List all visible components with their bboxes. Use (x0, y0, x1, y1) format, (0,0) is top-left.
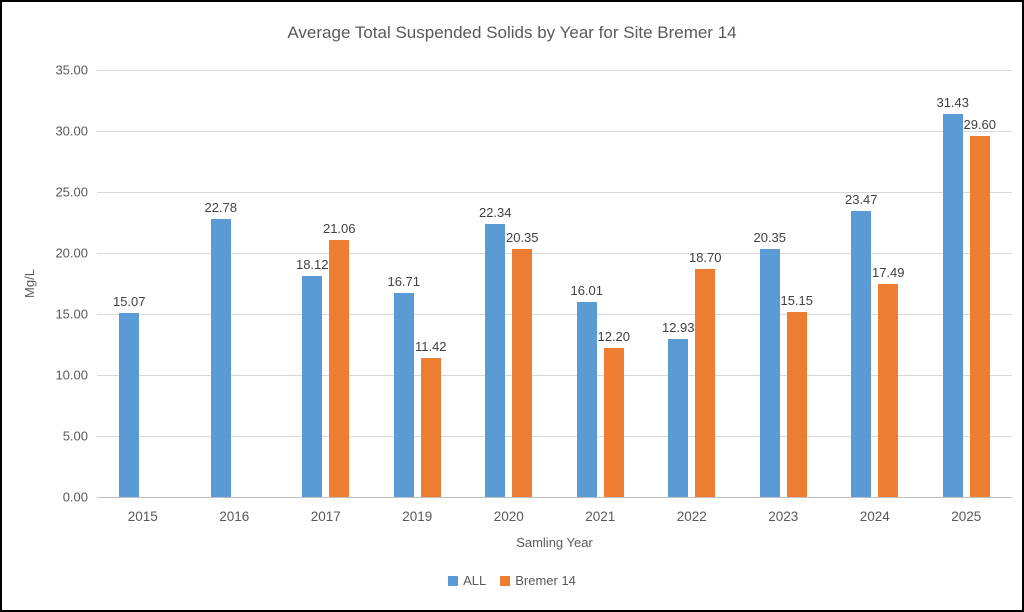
bar-group-2022: 12.93 18.70 (646, 70, 738, 497)
chart-title: Average Total Suspended Solids by Year f… (287, 23, 737, 42)
data-label: 15.15 (780, 293, 814, 309)
bar-all-2024: 23.47 (845, 192, 878, 497)
data-label: 12.93 (661, 320, 695, 336)
y-tick-label: 5.00 (62, 428, 88, 444)
data-label: 20.35 (505, 229, 539, 245)
bar-all-2017: 18.12 (296, 257, 329, 497)
y-tick-label: 35.00 (55, 62, 88, 78)
x-tick-2024: 2024 (859, 509, 890, 524)
bar-all-2025: 31.43 (936, 95, 969, 497)
bar-bremer-14-2023: 15.15 (780, 293, 813, 497)
x-axis-title: Samling Year (516, 535, 593, 550)
x-tick-2023: 2023 (768, 509, 799, 524)
bar-all-2016: 22.78 (204, 200, 237, 497)
x-tick-2021: 2021 (585, 509, 616, 524)
x-tick-2022: 2022 (676, 509, 707, 524)
y-tick-label: 20.00 (55, 245, 88, 261)
data-label: 18.12 (295, 256, 329, 272)
legend: ALL Bremer 14 (2, 573, 1022, 588)
x-tick-2017: 2017 (310, 509, 341, 524)
bar-group-2017: 18.12 21.06 (280, 70, 372, 497)
bar-all-2020: 22.34 (479, 205, 512, 497)
legend-swatch-icon (500, 575, 511, 586)
data-label: 17.49 (871, 264, 905, 280)
data-label: 12.20 (597, 329, 631, 345)
legend-label: Bremer 14 (515, 573, 576, 588)
bar-group-2021: 16.01 12.20 (555, 70, 647, 497)
bar-bremer-14-2024: 17.49 (872, 265, 905, 497)
x-tick-2020: 2020 (493, 509, 524, 524)
data-label: 22.34 (478, 205, 512, 221)
bar-group-2020: 22.34 20.35 (463, 70, 555, 497)
data-label: 15.07 (112, 294, 146, 310)
gridline (97, 70, 1012, 71)
gridline (97, 192, 1012, 193)
data-label: 23.47 (844, 191, 878, 207)
legend-item-bremer-14: Bremer 14 (500, 573, 576, 588)
bar-group-2023: 20.35 15.15 (738, 70, 830, 497)
data-label: 16.71 (387, 274, 421, 290)
bar-all-2015: 15.07 (113, 294, 146, 497)
bar-bremer-14-2019: 11.42 (415, 339, 447, 497)
gridline (97, 253, 1012, 254)
bar-all-2023: 20.35 (753, 230, 786, 497)
data-label: 21.06 (322, 221, 356, 237)
data-label: 20.35 (753, 229, 787, 245)
bar-bremer-14-2020: 20.35 (506, 230, 539, 497)
data-label: 18.70 (688, 249, 722, 265)
plot-area: 15.07 22.78 18.12 21.06 16.71 11.42 22.34 20.35… (97, 70, 1012, 498)
bar-all-2021: 16.01 (570, 283, 603, 497)
data-label: 16.01 (570, 282, 604, 298)
bar-group-2016: 22.78 (189, 70, 281, 497)
bar-bremer-14-2022: 18.70 (689, 250, 722, 497)
bar-group-2015: 15.07 (97, 70, 189, 497)
bar-groups: 15.07 22.78 18.12 21.06 16.71 11.42 22.34 20.35… (97, 70, 1012, 497)
legend-swatch-icon (448, 575, 459, 586)
bar-group-2019: 16.71 11.42 (372, 70, 464, 497)
bar-group-2024: 23.47 17.49 (829, 70, 921, 497)
gridline (97, 436, 1012, 437)
bar-bremer-14-2025: 29.60 (963, 117, 996, 497)
y-tick-label: 15.00 (55, 306, 88, 322)
y-tick-label: 25.00 (55, 184, 88, 200)
x-tick-2019: 2019 (402, 509, 433, 524)
data-label: 11.42 (414, 338, 447, 354)
data-label: 29.60 (963, 116, 997, 132)
x-tick-2025: 2025 (951, 509, 982, 524)
bar-all-2019: 16.71 (387, 274, 420, 497)
gridline (97, 375, 1012, 376)
x-tick-2015: 2015 (127, 509, 158, 524)
legend-label: ALL (463, 573, 487, 588)
bar-bremer-14-2021: 12.20 (597, 329, 630, 497)
y-axis-ticks: 35.00 30.00 25.00 20.00 15.00 10.00 5.00 0.00 (2, 63, 88, 505)
data-label: 31.43 (936, 94, 970, 110)
gridline (97, 314, 1012, 315)
bar-group-2025: 31.43 29.60 (921, 70, 1013, 497)
legend-item-all: ALL (448, 573, 486, 588)
gridline (97, 131, 1012, 132)
bar-all-2022: 12.93 (662, 320, 695, 497)
bar-bremer-14-2017: 21.06 (323, 221, 356, 497)
x-tick-2016: 2016 (219, 509, 250, 524)
x-axis-ticks: 2015 2016 2017 2019 2020 2021 2022 2023 2024 2025 (97, 509, 1012, 524)
x-axis-line (97, 497, 1012, 498)
data-label: 22.78 (204, 200, 238, 216)
y-tick-label: 30.00 (55, 123, 88, 139)
y-tick-label: 10.00 (55, 367, 88, 383)
y-tick-label: 0.00 (62, 489, 88, 505)
